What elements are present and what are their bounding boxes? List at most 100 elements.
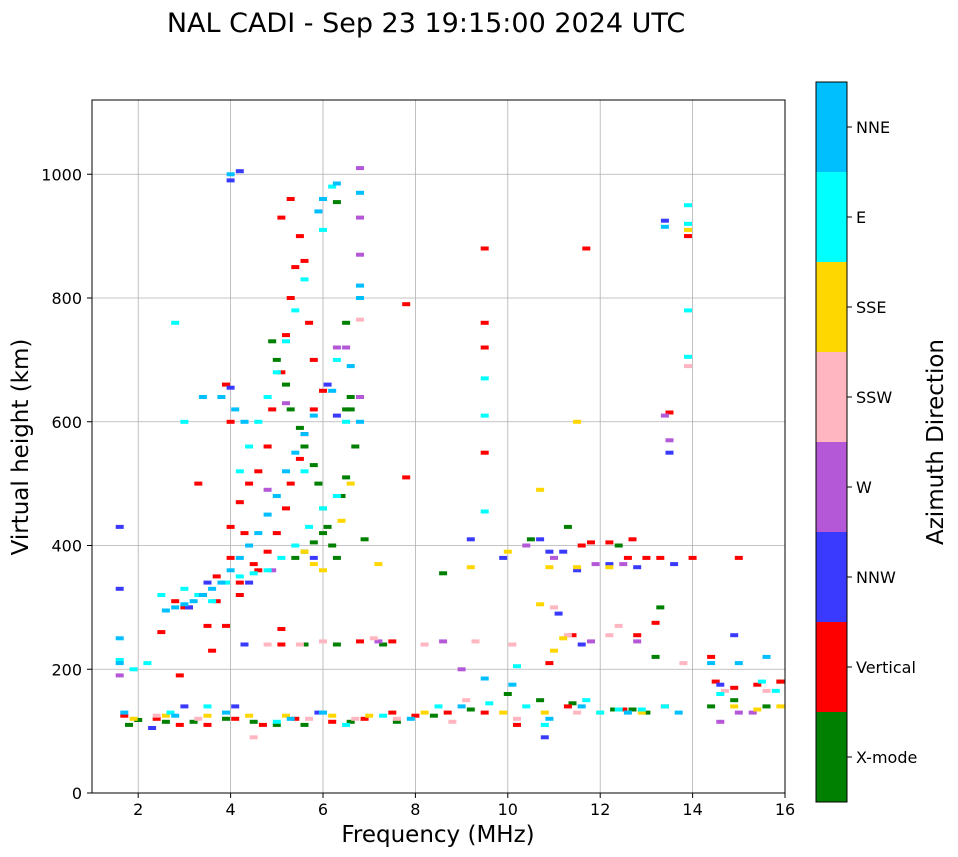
data-point-x-mode (526, 537, 535, 542)
colorbar-tick-label: NNW (856, 568, 896, 587)
data-point-nne (346, 364, 355, 369)
data-point-w (748, 710, 757, 715)
data-point-vertical (212, 599, 221, 604)
y-tick-label: 600 (51, 413, 82, 432)
data-point-vertical (688, 555, 697, 560)
data-point-x-mode (282, 382, 290, 387)
data-point-e (513, 664, 521, 669)
data-point-e (614, 707, 623, 712)
data-point-vertical (480, 246, 489, 251)
data-point-x-mode (346, 395, 355, 399)
chart-title: NAL CADI - Sep 23 19:15:00 2024 UTC (167, 8, 685, 39)
data-point-x-mode (536, 698, 545, 703)
data-point-nne (674, 710, 683, 715)
data-point-vertical (480, 345, 489, 350)
data-point-nnw (665, 450, 674, 455)
data-point-e (263, 395, 272, 399)
data-point-vertical (258, 722, 267, 727)
data-point-ssw (720, 688, 729, 693)
data-point-x-mode (332, 200, 341, 205)
data-point-nnw (148, 726, 157, 730)
y-tick-label: 200 (51, 660, 82, 679)
data-point-ssw (684, 364, 692, 369)
data-point-e (480, 413, 489, 418)
data-point-sse (466, 565, 475, 570)
data-point-vertical (619, 707, 628, 712)
data-point-w (734, 710, 743, 715)
data-point-vertical (587, 540, 595, 545)
plot-frame (91, 99, 786, 794)
data-point-nnw (573, 568, 582, 573)
data-point-e (194, 593, 203, 597)
data-point-e (319, 506, 327, 511)
data-point-ssw (614, 623, 623, 628)
data-point-sse (309, 562, 318, 567)
data-point-vertical (582, 246, 591, 251)
x-tick-label: 14 (682, 800, 702, 819)
data-point-nne (300, 432, 309, 437)
data-point-nne (286, 716, 295, 721)
data-point-vertical (319, 388, 327, 393)
data-point-nne (231, 407, 240, 412)
data-point-vertical (282, 506, 290, 511)
data-point-nnw (536, 537, 545, 542)
data-point-vertical (171, 599, 180, 604)
data-point-x-mode (309, 540, 318, 545)
data-point-ssw (471, 639, 480, 644)
data-point-vertical (684, 234, 692, 239)
data-point-vertical (180, 605, 189, 610)
data-point-x-mode (628, 707, 637, 712)
data-point-x-mode (161, 719, 170, 724)
y-tick-label: 1000 (41, 165, 82, 184)
data-point-vertical (277, 370, 286, 375)
data-point-w (342, 345, 351, 350)
data-point-vertical (235, 580, 244, 585)
colorbar-tick-label: SSE (856, 298, 886, 317)
data-point-nne (235, 555, 244, 560)
data-point-vertical (212, 574, 221, 579)
data-point-nne (508, 682, 517, 687)
data-point-vertical (295, 456, 304, 461)
data-point-w (439, 639, 448, 644)
data-point-nne (332, 181, 341, 186)
data-point-vertical (286, 197, 295, 201)
data-point-e (480, 509, 489, 514)
data-point-e (434, 704, 443, 709)
data-point-e (235, 469, 244, 474)
data-point-nne (180, 602, 189, 607)
data-point-vertical (175, 722, 184, 727)
data-point-w (282, 401, 290, 406)
data-point-nnw (554, 611, 563, 616)
data-point-w (716, 719, 725, 724)
data-point-x-mode (503, 692, 512, 696)
data-point-e (319, 227, 327, 232)
data-point-nne (240, 419, 249, 424)
data-point-vertical (480, 450, 489, 455)
data-point-ssw (563, 633, 572, 638)
data-point-nne (272, 494, 281, 498)
data-point-x-mode (309, 463, 318, 468)
data-point-x-mode (300, 444, 309, 449)
data-point-vertical (628, 537, 637, 542)
data-point-sse (730, 704, 739, 709)
data-point-x-mode (342, 407, 351, 412)
data-point-sse (319, 568, 327, 573)
data-point-e (254, 419, 263, 424)
data-point-vertical (263, 549, 272, 554)
data-point-nnw (605, 562, 614, 567)
data-point-e (540, 722, 549, 727)
data-point-nne (120, 710, 129, 715)
colorbar-segment-sse (816, 262, 847, 352)
data-point-e (716, 692, 725, 696)
data-point-vertical (277, 642, 286, 647)
data-point-sse (573, 419, 582, 424)
data-point-x-mode (189, 719, 198, 724)
data-point-nne (198, 395, 207, 399)
data-point-nnw (245, 580, 254, 585)
data-point-nne (189, 599, 198, 604)
data-point-nne (291, 450, 300, 455)
data-point-w (115, 673, 124, 678)
colorbar-tick-label: W (856, 478, 872, 497)
data-point-ssw (369, 636, 378, 641)
data-point-nne (457, 704, 466, 709)
